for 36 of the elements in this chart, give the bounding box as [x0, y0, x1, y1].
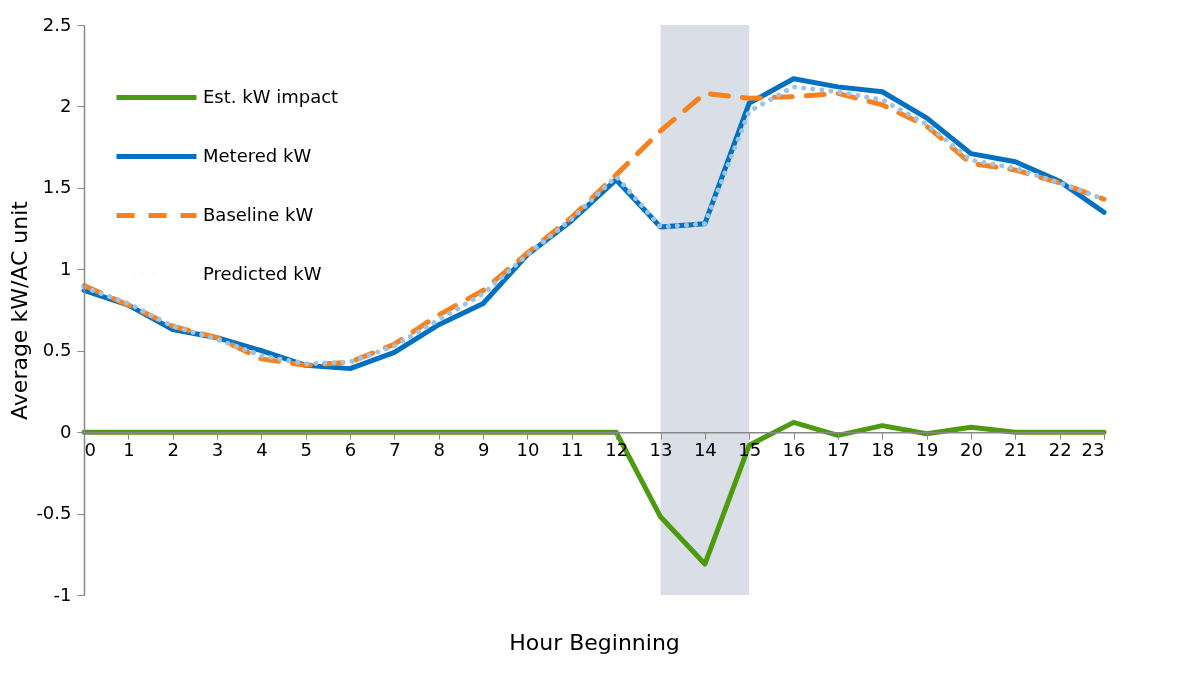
x-tick-label: 2	[167, 438, 179, 460]
y-tick-label: -0.5	[36, 502, 72, 524]
y-tick-label: 2	[60, 94, 72, 116]
x-tick-label: 9	[477, 438, 490, 460]
legend-label: Est. kW impact	[203, 85, 339, 107]
x-tick-label: 20	[960, 438, 983, 460]
x-tick-label: 22	[1048, 438, 1072, 460]
x-tick-label: 14	[693, 438, 717, 460]
x-tick-label: 5	[300, 438, 312, 460]
y-tick-label: 1.5	[42, 176, 72, 198]
x-tick-label: 7	[389, 438, 401, 460]
y-tick-label: 0.5	[42, 339, 72, 361]
x-axis-title: Hour Beginning	[509, 629, 680, 655]
x-tick-label: 21	[1004, 438, 1028, 460]
x-tick-label: 6	[344, 438, 357, 460]
y-axis-title: Average kW/AC unit	[7, 200, 33, 420]
x-tick-label: 18	[871, 438, 895, 460]
x-tick-label: 17	[826, 438, 850, 460]
x-tick-label: 16	[782, 438, 806, 460]
y-tick-label: 0	[60, 420, 72, 442]
legend-label: Baseline kW	[203, 203, 314, 225]
legend-label: Metered kW	[203, 144, 312, 166]
x-tick-label: 0	[84, 438, 96, 460]
x-tick-label: 13	[649, 438, 673, 460]
x-tick-label: 1	[123, 438, 135, 460]
x-tick-label: 19	[915, 438, 939, 460]
x-tick-label: 11	[560, 438, 584, 460]
y-tick-label: -1	[53, 583, 72, 605]
x-tick-label: 10	[516, 438, 540, 460]
x-tick-label: 8	[433, 438, 446, 460]
x-tick-label: 3	[211, 438, 224, 460]
legend-label: Predicted kW	[203, 262, 322, 284]
x-tick-label: 4	[256, 438, 268, 460]
x-tick-label: 23	[1081, 438, 1105, 460]
y-tick-label: 1	[60, 257, 72, 279]
y-tick-label: 2.5	[42, 13, 72, 35]
